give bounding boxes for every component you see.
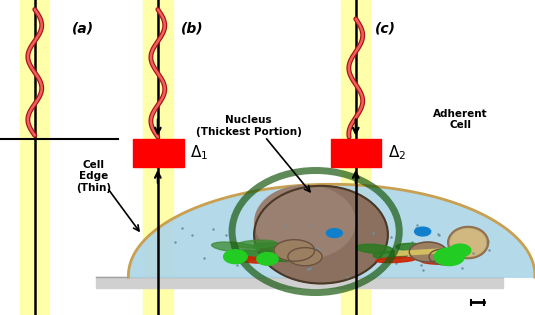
Ellipse shape <box>373 251 408 259</box>
Ellipse shape <box>212 242 259 253</box>
Ellipse shape <box>254 186 388 284</box>
Bar <box>20 0 49 315</box>
Ellipse shape <box>409 242 447 262</box>
Text: $\Delta_1$: $\Delta_1$ <box>190 143 208 162</box>
Text: (b): (b) <box>181 21 204 35</box>
Ellipse shape <box>225 250 268 260</box>
Ellipse shape <box>376 257 416 263</box>
Text: Adherent
Cell: Adherent Cell <box>433 109 487 130</box>
Ellipse shape <box>356 244 393 254</box>
Ellipse shape <box>274 240 315 261</box>
Ellipse shape <box>253 243 293 252</box>
Bar <box>96 277 503 288</box>
Polygon shape <box>128 184 535 277</box>
Ellipse shape <box>449 244 471 257</box>
Bar <box>133 139 184 167</box>
Text: Cell
Edge
(Thin): Cell Edge (Thin) <box>76 160 111 193</box>
Bar <box>341 0 371 315</box>
Text: (a): (a) <box>72 21 94 35</box>
Ellipse shape <box>257 253 278 265</box>
Ellipse shape <box>396 243 428 251</box>
Ellipse shape <box>434 248 464 266</box>
Ellipse shape <box>270 252 308 261</box>
Ellipse shape <box>326 229 342 238</box>
Text: Nucleus
(Thickest Portion): Nucleus (Thickest Portion) <box>196 115 302 137</box>
Ellipse shape <box>429 249 459 265</box>
Text: $\Delta_2$: $\Delta_2$ <box>388 143 406 162</box>
Ellipse shape <box>450 229 486 256</box>
Ellipse shape <box>224 250 247 264</box>
Ellipse shape <box>422 260 456 264</box>
Ellipse shape <box>288 248 322 266</box>
Ellipse shape <box>448 227 488 258</box>
Ellipse shape <box>237 240 277 248</box>
Ellipse shape <box>415 227 431 236</box>
Ellipse shape <box>229 256 274 263</box>
Bar <box>143 0 172 315</box>
Bar <box>331 139 381 167</box>
Ellipse shape <box>255 186 355 259</box>
Text: (c): (c) <box>374 21 396 35</box>
